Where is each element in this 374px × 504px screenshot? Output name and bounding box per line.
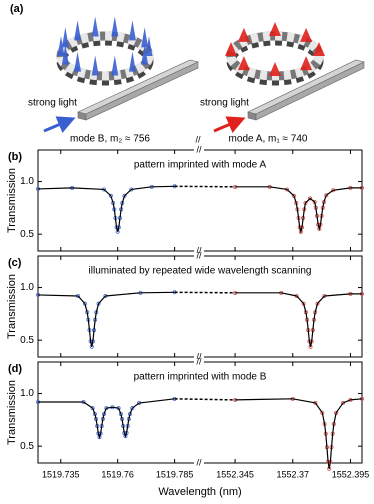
axis-break-gap (194, 354, 204, 360)
annotation: illuminated by repeated wide wavelength … (89, 266, 312, 277)
axis-break: // (196, 250, 202, 260)
field-peak (91, 16, 99, 37)
axis-break: // (196, 245, 202, 255)
mode-label: mode B, m₂ ≈ 756 (70, 134, 150, 145)
fit-line (235, 186, 362, 235)
fit-line (37, 185, 175, 232)
y-axis-label: Transmission (6, 274, 18, 339)
field-peak (128, 51, 136, 72)
break-connector (174, 291, 236, 294)
x-tick-label: 1519.76 (101, 469, 134, 479)
panel: // // (d) pattern imprinted with mode B Tran… (6, 356, 369, 498)
y-tick-label: 0.5 (20, 229, 34, 240)
x-tick-label: 1552.395 (332, 469, 370, 479)
break-connector (174, 398, 236, 401)
field-peak (225, 42, 237, 56)
caption: strong light (200, 98, 249, 109)
axis-break-gap (194, 460, 204, 466)
panel: // // (b) pattern imprinted with mode A Tran… (6, 144, 364, 255)
field-peak (237, 27, 250, 42)
axis-break: // (196, 457, 202, 467)
field-peak (313, 42, 325, 56)
field-peak (237, 56, 250, 71)
y-tick-label: 1.0 (20, 282, 34, 293)
field-peak (141, 44, 149, 65)
arrow (43, 116, 76, 133)
field-peak (269, 62, 281, 76)
axis-break: // (195, 134, 201, 144)
fit-line (235, 398, 363, 469)
field-peak (128, 20, 136, 41)
x-tick-label: 1519.735 (42, 469, 80, 479)
axis-break-gap (194, 253, 204, 259)
panel-label: (c) (8, 257, 22, 269)
panel-label: (b) (8, 151, 22, 163)
annotation: pattern imprinted with mode A (134, 160, 267, 171)
panel-label: (a) (10, 3, 24, 15)
waveguide-side (85, 61, 199, 121)
axis-break: // (196, 356, 202, 366)
field-peak (74, 51, 82, 72)
panel-a: (a) strong light strong light mode B, m₂… (10, 3, 365, 145)
field-peak (61, 44, 69, 65)
break-connector (174, 185, 236, 188)
axis-break-gap (194, 147, 204, 153)
field-peak (74, 20, 82, 41)
y-axis-label: Transmission (6, 380, 18, 445)
data-point (308, 196, 313, 201)
y-tick-label: 0.5 (20, 335, 34, 346)
x-tick-label: 1552.345 (216, 469, 254, 479)
fit-line (37, 291, 175, 347)
caption: strong light (28, 98, 77, 109)
y-axis-label: Transmission (6, 168, 18, 233)
panel: // // (c) illuminated by repeated wide wave… (6, 250, 364, 361)
y-tick-label: 1.0 (20, 176, 34, 187)
field-peak (269, 22, 281, 36)
field-peak (111, 16, 119, 37)
field-peak (300, 27, 313, 42)
field-peak (57, 36, 65, 56)
mode-label: mode A, m₁ ≈ 740 (229, 134, 308, 145)
y-tick-label: 1.0 (20, 388, 34, 399)
x-tick-label: 1519.785 (156, 469, 194, 479)
waveguide-side (255, 61, 365, 121)
y-tick-label: 0.5 (20, 441, 34, 452)
field-peak (61, 27, 69, 48)
field-peak (145, 36, 153, 56)
data-point (341, 400, 346, 405)
axis-break-gap (194, 248, 204, 254)
x-tick-label: 1552.37 (276, 469, 309, 479)
field-peak (141, 27, 149, 48)
fit-line (38, 398, 175, 440)
axis-break-gap (194, 359, 204, 365)
axis-break: // (196, 351, 202, 361)
axis-break: // (196, 144, 202, 154)
fit-line (235, 292, 362, 347)
rings (56, 16, 325, 86)
arrow (213, 116, 246, 133)
panel-label: (d) (8, 363, 22, 375)
field-peak (91, 55, 99, 76)
field-peak (300, 56, 313, 71)
annotation: pattern imprinted with mode B (134, 372, 267, 383)
field-peak (111, 55, 119, 76)
x-axis-label: Wavelength (nm) (158, 486, 241, 498)
